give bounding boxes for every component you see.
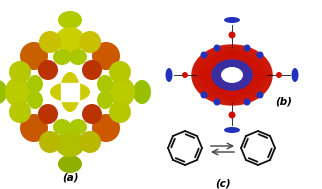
Polygon shape xyxy=(205,55,259,95)
Ellipse shape xyxy=(9,61,31,83)
Polygon shape xyxy=(204,54,260,96)
Ellipse shape xyxy=(224,17,240,23)
Ellipse shape xyxy=(20,114,48,142)
Text: (b): (b) xyxy=(275,97,292,107)
Ellipse shape xyxy=(38,60,58,80)
Ellipse shape xyxy=(166,68,173,82)
Ellipse shape xyxy=(291,68,298,82)
Polygon shape xyxy=(199,50,265,99)
Circle shape xyxy=(213,44,221,51)
Polygon shape xyxy=(210,59,254,91)
Polygon shape xyxy=(200,52,264,98)
Polygon shape xyxy=(204,54,260,96)
Polygon shape xyxy=(199,51,265,99)
Ellipse shape xyxy=(229,32,235,39)
Polygon shape xyxy=(200,51,264,99)
Ellipse shape xyxy=(79,31,101,53)
Ellipse shape xyxy=(39,131,61,153)
Ellipse shape xyxy=(53,119,71,135)
Ellipse shape xyxy=(58,11,82,29)
Polygon shape xyxy=(195,48,269,102)
Text: (a): (a) xyxy=(62,173,78,183)
Circle shape xyxy=(257,91,263,98)
Ellipse shape xyxy=(0,80,7,104)
Ellipse shape xyxy=(257,71,267,79)
Polygon shape xyxy=(208,57,256,93)
Ellipse shape xyxy=(27,91,43,109)
Ellipse shape xyxy=(97,91,113,109)
Ellipse shape xyxy=(38,104,58,124)
Ellipse shape xyxy=(69,119,87,135)
Polygon shape xyxy=(202,53,262,97)
Polygon shape xyxy=(192,46,272,104)
Ellipse shape xyxy=(79,131,101,153)
Polygon shape xyxy=(201,53,263,98)
Ellipse shape xyxy=(9,101,31,123)
Polygon shape xyxy=(197,49,267,101)
Circle shape xyxy=(201,91,207,98)
Ellipse shape xyxy=(55,27,85,53)
Polygon shape xyxy=(197,50,267,100)
Ellipse shape xyxy=(92,114,120,142)
Polygon shape xyxy=(205,55,259,95)
Polygon shape xyxy=(194,47,270,103)
Ellipse shape xyxy=(197,71,207,79)
Polygon shape xyxy=(212,60,252,90)
Polygon shape xyxy=(192,45,272,105)
Ellipse shape xyxy=(20,42,48,70)
Polygon shape xyxy=(201,52,263,98)
Ellipse shape xyxy=(69,49,87,65)
Ellipse shape xyxy=(109,61,131,83)
Polygon shape xyxy=(204,55,260,95)
Ellipse shape xyxy=(5,77,31,107)
Ellipse shape xyxy=(97,75,113,93)
Ellipse shape xyxy=(82,60,102,80)
Circle shape xyxy=(213,98,221,105)
Polygon shape xyxy=(207,57,257,93)
Circle shape xyxy=(257,51,263,59)
Polygon shape xyxy=(206,56,258,94)
Ellipse shape xyxy=(227,49,237,57)
Ellipse shape xyxy=(27,75,43,93)
Polygon shape xyxy=(203,53,261,97)
Circle shape xyxy=(201,51,207,59)
Circle shape xyxy=(243,98,251,105)
Ellipse shape xyxy=(109,77,135,107)
Ellipse shape xyxy=(92,42,120,70)
Ellipse shape xyxy=(227,93,237,101)
Ellipse shape xyxy=(82,104,102,124)
Polygon shape xyxy=(203,53,261,97)
Ellipse shape xyxy=(50,82,90,102)
Ellipse shape xyxy=(182,72,188,78)
Polygon shape xyxy=(209,58,255,92)
Text: (c): (c) xyxy=(215,178,231,188)
Ellipse shape xyxy=(109,101,131,123)
FancyBboxPatch shape xyxy=(61,83,79,101)
Ellipse shape xyxy=(39,31,61,53)
Circle shape xyxy=(243,44,251,51)
Polygon shape xyxy=(196,48,268,101)
Ellipse shape xyxy=(60,72,80,112)
Ellipse shape xyxy=(55,131,85,157)
Ellipse shape xyxy=(222,68,242,82)
Ellipse shape xyxy=(53,49,71,65)
Ellipse shape xyxy=(221,67,243,83)
Polygon shape xyxy=(198,50,266,100)
Ellipse shape xyxy=(229,112,235,119)
Ellipse shape xyxy=(58,155,82,173)
Ellipse shape xyxy=(133,80,151,104)
Ellipse shape xyxy=(276,72,282,78)
Ellipse shape xyxy=(224,127,240,133)
Polygon shape xyxy=(193,46,271,104)
Polygon shape xyxy=(206,56,258,94)
